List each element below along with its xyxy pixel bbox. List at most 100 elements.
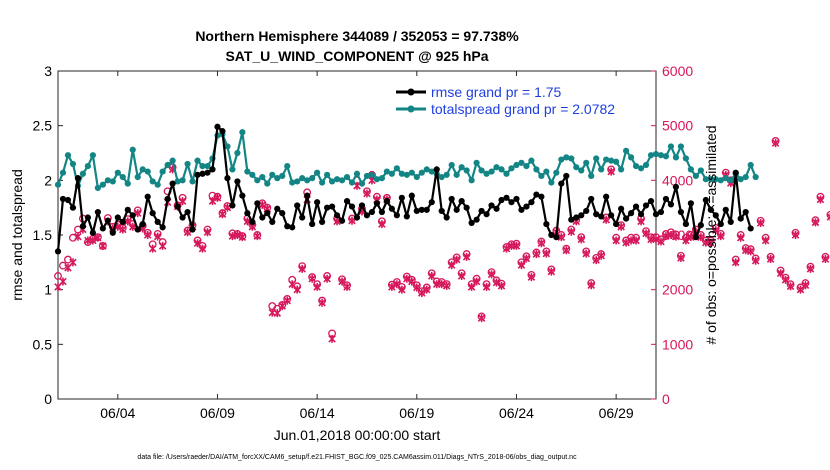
totalspread-point — [154, 181, 161, 188]
totalspread-point — [234, 149, 241, 157]
totalspread-point — [523, 163, 530, 170]
x-tick-label: 06/24 — [499, 405, 534, 421]
totalspread-point — [314, 169, 321, 176]
obs-assimilated-point — [89, 236, 97, 245]
y-left-tick-label: 3 — [44, 63, 52, 79]
rmse-point — [309, 220, 316, 228]
totalspread-point — [483, 170, 490, 177]
rmse-point — [583, 207, 590, 215]
obs-assimilated-point — [94, 233, 102, 242]
obs-assimilated-point — [771, 139, 780, 148]
x-tick-label: 06/04 — [100, 405, 135, 421]
totalspread-point — [179, 177, 186, 184]
totalspread-point — [657, 152, 665, 159]
obs-possible-point — [54, 272, 62, 280]
totalspread-point — [632, 163, 640, 170]
totalspread-point — [274, 175, 281, 182]
rmse-point — [219, 128, 226, 135]
rmse-point — [493, 205, 500, 212]
obs-assimilated-point — [587, 281, 595, 290]
totalspread-point — [672, 154, 680, 161]
obs-assimilated-point — [59, 277, 67, 286]
totalspread-point — [408, 169, 415, 176]
obs-assimilated-point — [597, 251, 605, 260]
totalspread-point — [229, 166, 236, 173]
obs-assimilated-point — [442, 281, 451, 290]
obs-assimilated-point — [497, 281, 506, 290]
rmse-point — [169, 180, 176, 187]
legend-rmse-label: rmse grand pr = 1.75 — [431, 84, 562, 100]
totalspread-point — [159, 168, 166, 175]
obs-assimilated-point — [786, 282, 795, 291]
totalspread-point — [687, 166, 694, 173]
legend-rmse-marker — [407, 88, 415, 96]
obs-assimilated-point — [751, 256, 760, 265]
obs-assimilated-point — [323, 274, 331, 283]
totalspread-point — [94, 184, 101, 192]
obs-assimilated-point — [826, 212, 830, 221]
obs-assimilated-point — [178, 197, 187, 206]
rmse-point — [722, 206, 729, 213]
totalspread-point — [588, 172, 595, 180]
y-right-tick-label: 2000 — [662, 282, 693, 298]
totalspread-point — [608, 157, 615, 164]
rmse-point — [209, 166, 216, 173]
rmse-point — [627, 210, 635, 217]
totalspread-point — [139, 166, 146, 173]
rmse-point — [79, 223, 87, 230]
obs-assimilated-point — [512, 241, 521, 250]
totalspread-series — [54, 129, 759, 192]
rmse-point — [563, 172, 570, 180]
chart-title-line1: Northern Hemisphere 344089 / 352053 = 97… — [195, 28, 519, 44]
rmse-point — [279, 210, 286, 217]
totalspread-point — [473, 159, 480, 166]
obs-assimilated-point — [637, 217, 645, 226]
totalspread-point — [224, 143, 231, 150]
rmse-point — [468, 219, 475, 227]
rmse-point — [408, 192, 415, 199]
rmse-point — [368, 208, 376, 216]
totalspread-point — [189, 178, 196, 185]
x-axis-label: Jun.01,2018 00:00:00 start — [274, 427, 441, 443]
rmse-point — [593, 211, 600, 218]
obs-assimilated-point — [821, 255, 830, 264]
rmse-point — [657, 208, 665, 216]
rmse-point — [677, 208, 685, 216]
totalspread-point — [692, 172, 699, 180]
obs-assimilated-point — [527, 273, 536, 282]
totalspread-point — [647, 152, 655, 159]
obs-assimilated-point — [746, 247, 755, 256]
rmse-point — [94, 208, 101, 216]
rmse-point — [139, 220, 146, 228]
totalspread-point — [443, 171, 450, 178]
legend-spread-marker — [407, 105, 415, 113]
totalspread-point — [508, 165, 515, 172]
rmse-point — [598, 213, 605, 220]
totalspread-point — [682, 155, 690, 162]
legend: rmse grand pr = 1.75 totalspread grand p… — [396, 84, 615, 117]
rmse-point — [742, 208, 749, 216]
obs-assimilated-point — [418, 288, 426, 297]
x-tick-label: 06/19 — [399, 405, 434, 421]
rmse-point — [682, 220, 690, 228]
rmse-point — [413, 207, 420, 215]
totalspread-point — [319, 179, 326, 186]
y-right-axis-label: # of obs: o=possible; ×=assimilated — [703, 125, 719, 344]
obs-assimilated-point — [776, 269, 785, 278]
totalspread-point — [104, 177, 111, 184]
obs-assimilated-point — [283, 296, 291, 305]
rmse-point — [124, 206, 131, 213]
rmse-point — [503, 194, 510, 201]
totalspread-point — [259, 173, 266, 181]
rmse-point — [343, 198, 351, 205]
totalspread-point — [627, 154, 635, 161]
totalspread-point — [398, 170, 405, 177]
obs-assimilated-point — [74, 232, 82, 241]
totalspread-point — [637, 165, 645, 172]
y-left-tick-label: 2 — [44, 172, 52, 188]
rmse-point — [458, 198, 465, 205]
obs-assimilated-point — [811, 218, 820, 227]
rmse-point — [363, 212, 371, 219]
totalspread-point — [737, 176, 744, 183]
obs-assimilated-point — [293, 285, 301, 294]
